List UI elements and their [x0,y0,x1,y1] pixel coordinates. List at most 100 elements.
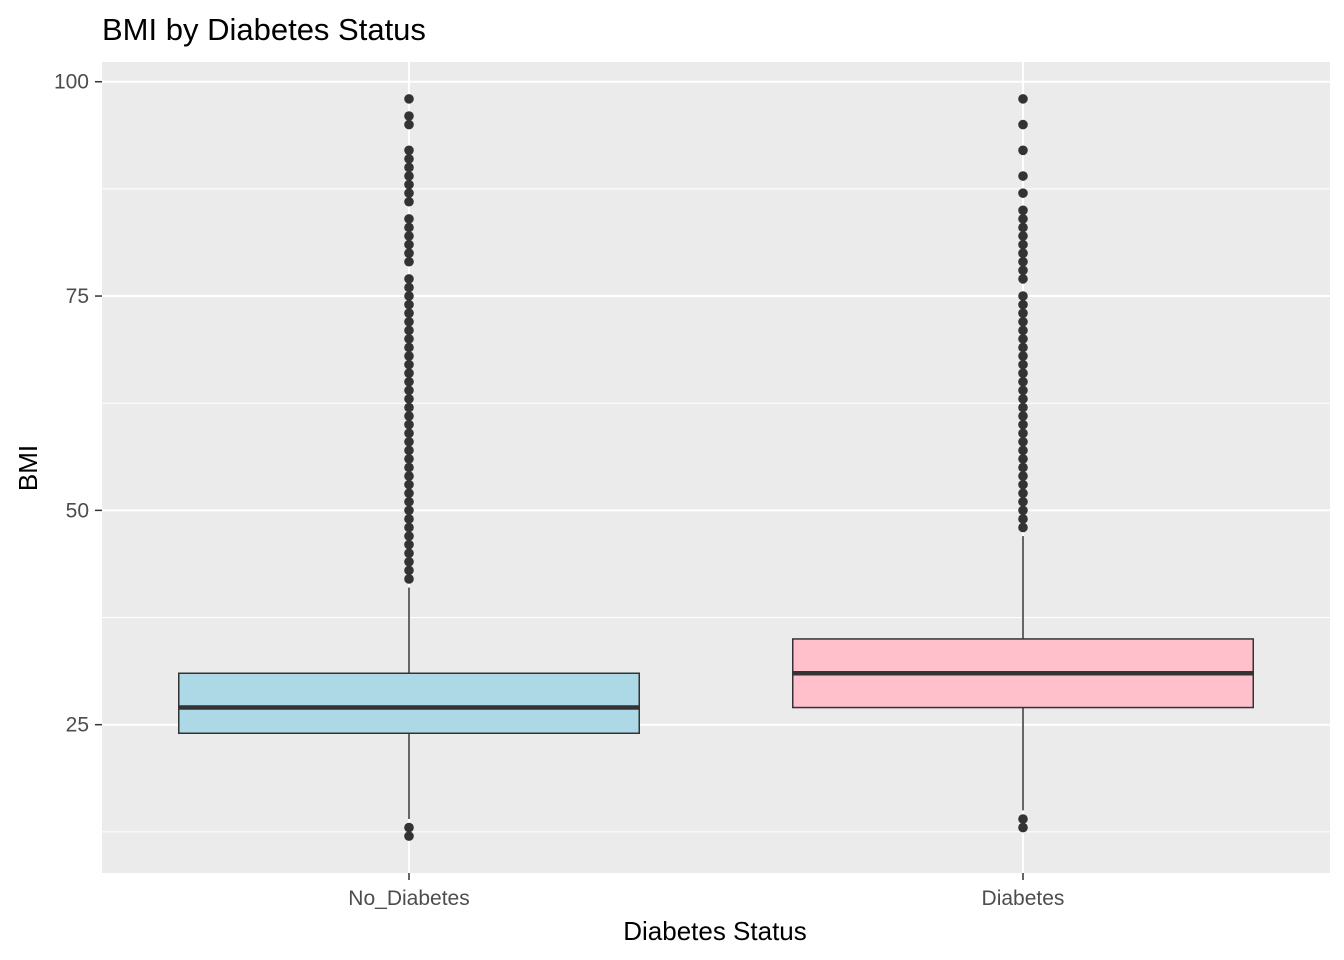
outlier-point [404,505,414,516]
outlier-point [404,231,414,241]
outlier-point [1018,359,1028,370]
outlier-point [1018,505,1028,516]
outlier-point [1018,479,1028,490]
iqr-box [178,672,640,735]
outlier-point [1018,428,1028,439]
outlier-point [404,574,414,584]
outlier-point [404,282,414,293]
outlier-point [404,831,414,841]
outlier-point [404,111,414,121]
outlier-point [1018,488,1028,499]
outlier-point [404,428,414,439]
x-tick-label: Diabetes [982,887,1065,910]
outlier-point [404,274,414,284]
outlier-point [404,531,414,541]
outlier-point [404,214,414,224]
outlier-point [1018,522,1028,533]
outlier-point [404,514,414,524]
outlier-point [404,385,414,396]
outlier-point [1018,145,1028,156]
outlier-point [404,248,414,258]
outlier-point [404,291,414,301]
outlier-point [404,94,414,104]
boxplot-marks [178,94,1254,841]
outlier-point [404,308,414,318]
outlier-point [404,154,414,164]
y-axis-title: BMI [13,445,43,491]
outlier-point [404,394,414,404]
outlier-point [1018,299,1028,310]
outlier-point [404,402,414,413]
outlier-point [1018,239,1028,250]
outlier-point [404,145,414,156]
outlier-point [1018,274,1028,284]
outlier-point [1018,119,1028,130]
outlier-point [404,471,414,481]
outlier-point [404,522,414,533]
outlier-point [1018,94,1028,104]
outlier-point [1018,814,1028,824]
outlier-point [404,376,414,387]
outlier-point [404,359,414,370]
outlier-point [1018,514,1028,524]
outlier-point [404,325,414,336]
outlier-point [1018,188,1028,198]
outlier-point [404,299,414,310]
plot-panel [102,62,1330,873]
outlier-point [404,239,414,250]
chart-title: BMI by Diabetes Status [102,12,426,47]
outlier-point [1018,394,1028,404]
y-tick-label: 50 [66,499,89,522]
outlier-point [404,557,414,567]
outlier-point [404,454,414,464]
outlier-point [1018,436,1028,447]
outlier-point [1018,471,1028,481]
x-tick-label: No_Diabetes [348,887,469,910]
outlier-point [404,539,414,550]
outlier-point [1018,171,1028,181]
y-tick-label: 100 [54,71,89,94]
outlier-point [404,368,414,378]
outlier-point [1018,376,1028,387]
outlier-point [1018,256,1028,267]
outlier-point [404,196,414,207]
outlier-point [1018,334,1028,344]
y-axis: 25 50 75 100 [54,71,102,737]
outlier-point [1018,454,1028,464]
outlier-point [404,411,414,421]
outlier-point [404,351,414,361]
outlier-point [404,565,414,576]
outlier-point [1018,231,1028,241]
outlier-point [404,479,414,490]
outlier-point [404,119,414,130]
outlier-point [1018,822,1028,833]
outlier-point [404,419,414,430]
outlier-point [404,342,414,353]
outlier-point [404,171,414,181]
outlier-point [1018,385,1028,396]
outlier-point [404,256,414,267]
outlier-point [404,496,414,507]
outlier-point [1018,342,1028,353]
x-axis-title: Diabetes Status [623,916,807,946]
outlier-point [1018,325,1028,336]
outlier-point [1018,445,1028,456]
outlier-point [1018,316,1028,327]
outlier-point [1018,291,1028,301]
outlier-point [404,445,414,456]
outlier-point [404,488,414,499]
x-axis: No_Diabetes Diabetes [348,873,1064,910]
outlier-point [404,462,414,473]
outlier-point [404,548,414,559]
y-tick-label: 75 [66,285,89,308]
outlier-point [1018,205,1028,216]
y-tick-label: 25 [66,714,89,737]
box-Diabetes [792,94,1254,833]
outlier-point [1018,222,1028,233]
outlier-point [1018,368,1028,378]
outlier-point [1018,496,1028,507]
outlier-point [1018,462,1028,473]
outlier-point [404,436,414,447]
outlier-point [1018,419,1028,430]
